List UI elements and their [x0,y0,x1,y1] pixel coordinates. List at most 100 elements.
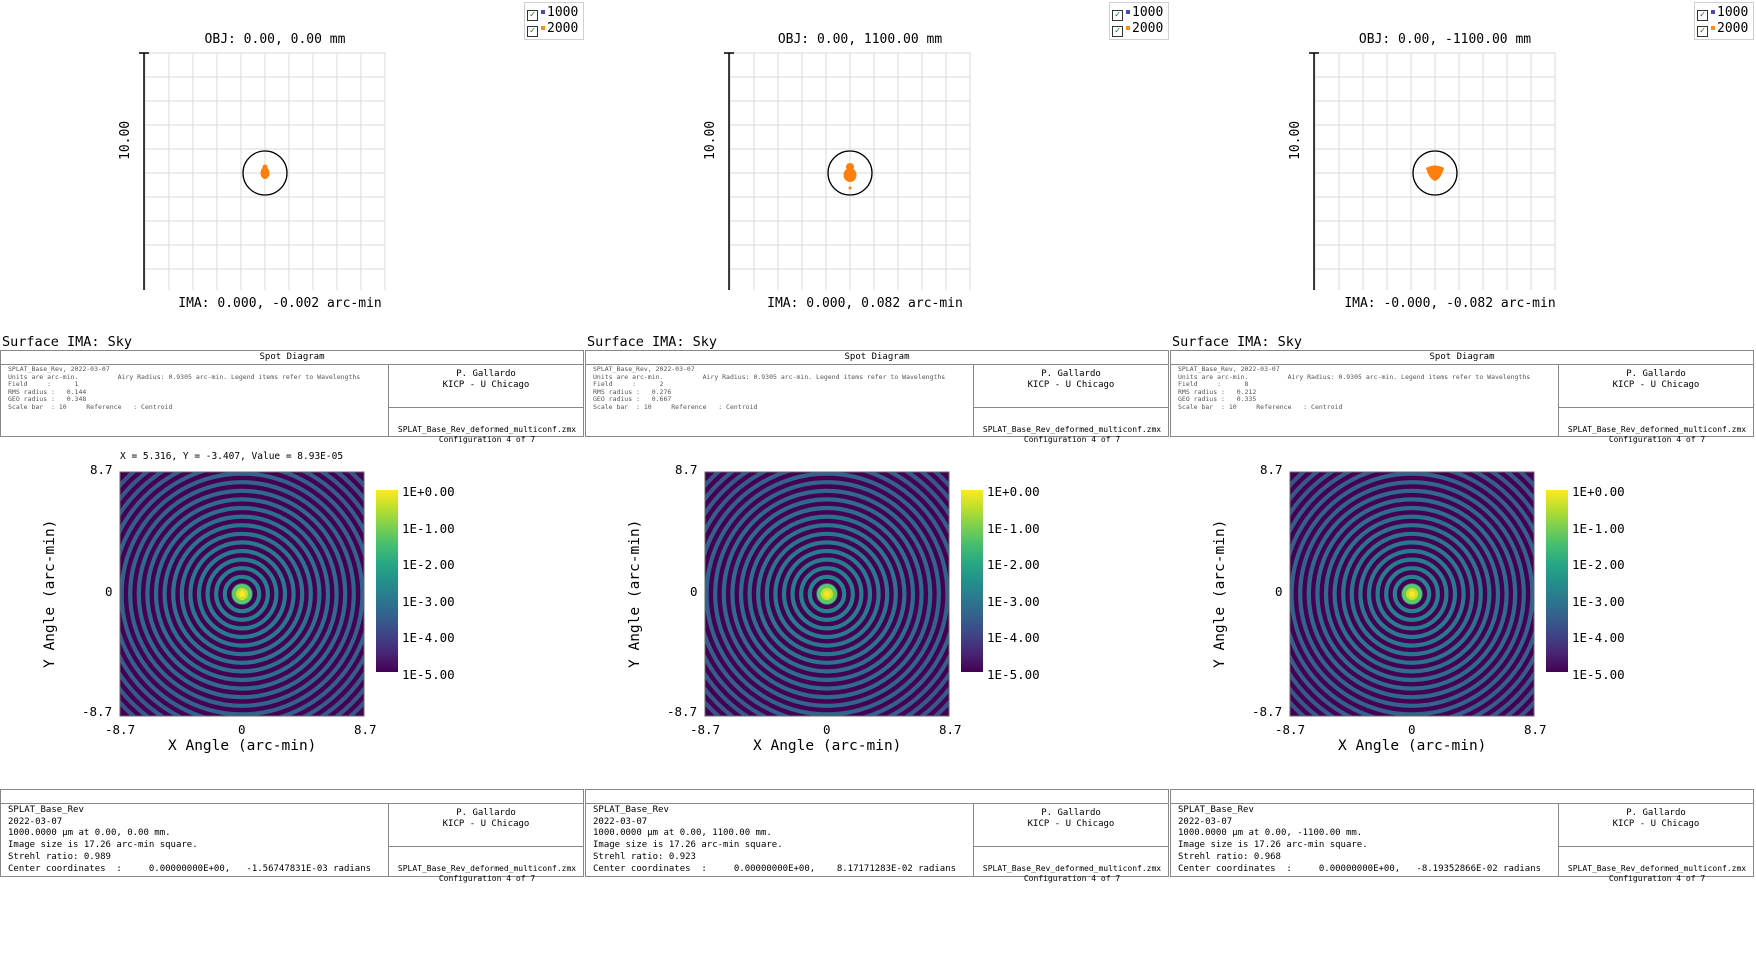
spot-info-box: Spot Diagram SPLAT_Base_Rev, 2022-03-07 U… [1170,350,1754,444]
spot-field-title: OBJ: 0.00, 1100.00 mm [777,32,943,47]
psf-ring [1290,472,1534,716]
spot-info-text: SPLAT_Base_Rev, 2022-03-07 Units are arc-… [586,365,974,436]
colorbar-tick-label: 1E-2.00 [402,557,455,572]
x-tick-label: 0 [1408,722,1416,737]
info-line: SPLAT_Base_Rev [593,805,669,815]
y-tick-label: -8.7 [667,704,698,719]
legend-item[interactable]: ✓ 1000 [527,5,578,21]
y-axis-label: Y Angle (arc-min) [1212,519,1228,668]
x-tick-label: 0 [238,722,246,737]
psf-ring [1341,523,1483,665]
y-tick-label: 0 [105,584,113,599]
spot-diagram-plot[interactable] [125,50,395,290]
psf-ring [747,514,907,674]
checkbox-checked-icon[interactable]: ✓ [1112,26,1123,37]
info-line: SPLAT_Base_Rev, 2022-03-07 [593,365,695,373]
spot-info-text: SPLAT_Base_Rev, 2022-03-07 Units are arc-… [1,365,389,436]
checkbox-checked-icon[interactable]: ✓ [527,10,538,21]
x-tick-label: 8.7 [939,722,962,737]
colorbar-tick-label: 1E-1.00 [987,520,1040,536]
psf-ring [730,497,924,691]
info-line: Units are arc-min. Airy Radius: 0.9305 a… [593,372,946,381]
file-name: SPLAT_Base_Rev_deformed_multiconf.zmx [982,425,1162,434]
y-tick-label: 0 [690,584,698,599]
info-line: 1000.0000 µm at 0.00, 1100.00 mm. [593,828,772,839]
legend-swatch [1711,26,1715,30]
colorbar-tick-label: 1E-5.00 [1572,666,1625,682]
configuration-label: Configuration 4 of 7 [1608,435,1706,444]
info-line: Units are arc-min. Airy Radius: 0.9305 a… [1178,372,1531,381]
psf-ring [188,540,296,648]
info-line: Field : 1 [8,380,79,388]
psf-ring [1315,497,1509,691]
spot-diagram-plot[interactable] [1295,50,1565,290]
file-name: SPLAT_Base_Rev_deformed_multiconf.zmx [397,425,577,434]
psf-ring [153,505,331,683]
legend-swatch [541,10,545,14]
psf-image [120,472,364,716]
legend-item[interactable]: ✓ 2000 [1112,21,1163,37]
ray-spot [843,168,857,182]
info-line: 2022-03-07 [8,816,63,827]
author-name: P. Gallardo [1626,369,1686,379]
info-line: SPLAT_Base_Rev, 2022-03-07 [1178,365,1280,373]
x-tick-label: -8.7 [690,722,721,737]
info-line: Center coordinates : 0.00000000E+00, -8.… [1178,863,1542,874]
checkbox-checked-icon[interactable]: ✓ [1697,26,1708,37]
configuration-label: Configuration 4 of 7 [1023,874,1121,883]
legend-item[interactable]: ✓ 1000 [1697,5,1749,21]
fft-psf-plot[interactable] [703,470,1033,720]
author-affiliation: KICP - U Chicago [1027,380,1115,390]
spot-diagram-plot[interactable] [710,50,980,290]
spot-info-box: Spot Diagram SPLAT_Base_Rev, 2022-03-07 U… [0,350,584,444]
x-axis-label: X Angle (arc-min) [168,738,317,754]
y-tick-label: 8.7 [90,462,113,477]
checkbox-checked-icon[interactable]: ✓ [527,26,538,37]
colorbar-tick-label: 1E-1.00 [402,520,455,536]
legend-item[interactable]: ✓ 2000 [1697,21,1748,37]
psf-peak [239,591,245,597]
psf-ring [781,548,873,640]
spot-info-header: Spot Diagram [1171,351,1753,365]
legend-swatch [1126,10,1130,14]
psf-ring [790,557,864,631]
configuration-label: Configuration 4 of 7 [438,435,536,444]
y-tick-label: -8.7 [1252,704,1283,719]
image-coordinates-label: IMA: 0.000, -0.002 arc-min [178,296,382,311]
author-name: P. Gallardo [1626,808,1686,818]
fft-psf-plot[interactable] [1288,470,1618,720]
legend-item[interactable]: ✓ 1000 [1112,5,1163,21]
wavelength-legend: ✓ 1000 ✓ 2000 [524,2,584,40]
y-tick-label: 8.7 [675,462,698,477]
checkbox-checked-icon[interactable]: ✓ [1697,10,1708,21]
colorbar-tick-label: 1E-4.00 [402,630,455,645]
colorbar-tick-label: 1E-1.00 [1572,520,1625,536]
checkbox-checked-icon[interactable]: ✓ [1112,10,1123,21]
colorbar-tick-label: 1E-2.00 [1572,557,1625,572]
legend-label: 1000 [1717,5,1749,20]
file-name: SPLAT_Base_Rev_deformed_multiconf.zmx [1567,425,1747,434]
psf-ring [764,531,890,657]
colorbar-tick-label: 1E-3.00 [987,593,1040,609]
ray-spot [846,163,854,171]
psf-ring [162,514,322,674]
psf-ring [120,472,364,716]
colorbar-tick-label: 1E-2.00 [987,557,1040,572]
x-tick-label: -8.7 [105,722,136,737]
file-name: SPLAT_Base_Rev_deformed_multiconf.zmx [397,864,577,873]
legend-item[interactable]: ✓ 2000 [527,21,578,37]
info-line: GEO radius : 0.335 [1178,395,1257,403]
fft-psf-plot[interactable] [118,470,448,720]
spot-field-title: OBJ: 0.00, -1100.00 mm [1358,32,1532,47]
info-line: Units are arc-min. Airy Radius: 0.9305 a… [8,372,361,381]
ray-spot [1426,165,1444,181]
psf-image [1290,472,1534,716]
wavelength-legend: ✓ 1000 ✓ 2000 [1694,2,1754,40]
psf-ring [136,488,348,700]
info-line: Scale bar : 10 Reference : Centroid [593,402,758,411]
ray-spot [262,164,268,170]
ray-spot [848,186,852,190]
psf-ring [1323,505,1501,683]
legend-swatch [1711,10,1715,14]
spot-field-title: OBJ: 0.00, 0.00 mm [204,32,346,47]
